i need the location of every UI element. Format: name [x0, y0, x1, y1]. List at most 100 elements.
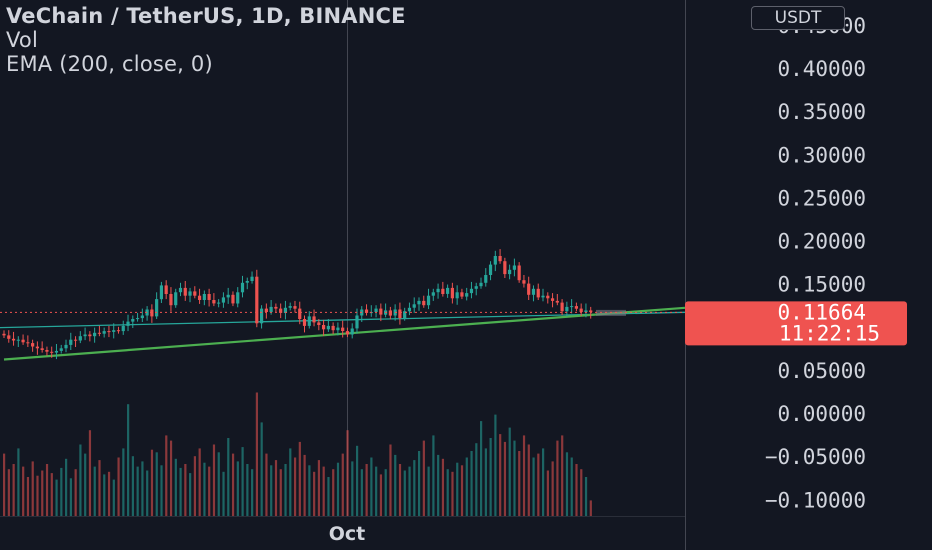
volume-bar — [112, 479, 115, 516]
volume-bar — [231, 453, 235, 516]
candle — [174, 288, 178, 308]
candle — [112, 323, 116, 339]
candle — [288, 302, 292, 311]
volume-bar — [55, 479, 58, 516]
last-price-tag-bg — [685, 301, 907, 346]
candle — [35, 341, 39, 355]
volume-bar — [98, 460, 101, 516]
volume-bar — [222, 471, 225, 516]
candle — [31, 339, 35, 352]
candle — [78, 331, 82, 344]
volume-bar — [284, 464, 287, 516]
candle — [484, 268, 488, 287]
trendline[interactable] — [3, 306, 686, 361]
volume-bar — [460, 465, 464, 516]
candle — [40, 341, 44, 353]
candle — [341, 320, 345, 338]
candle — [527, 276, 531, 300]
candle — [226, 287, 230, 304]
support-trendline[interactable] — [3, 306, 686, 361]
volume-bar — [341, 453, 344, 516]
candle — [350, 323, 354, 339]
candle — [193, 286, 197, 299]
candle — [217, 299, 221, 308]
volume-bar — [293, 457, 297, 516]
bar-countdown: 11:22:15 — [779, 321, 880, 345]
candle — [164, 280, 168, 300]
volume-bar — [50, 473, 53, 516]
volume-bar — [12, 464, 15, 516]
candle — [307, 311, 311, 329]
volume-bar — [470, 451, 473, 516]
candle — [236, 287, 240, 308]
volume-bar — [184, 464, 187, 516]
candle — [50, 346, 54, 358]
candle — [479, 277, 483, 289]
volume-bar — [246, 464, 249, 516]
candle — [374, 305, 378, 318]
candle — [16, 336, 20, 347]
volume-bar — [332, 469, 335, 516]
volume-bar — [365, 464, 368, 516]
volume-bar — [88, 430, 92, 516]
candle — [474, 282, 478, 296]
volume-bar — [403, 470, 406, 516]
candle — [45, 346, 49, 356]
volume-bar — [79, 444, 82, 516]
volume-bar — [127, 404, 130, 516]
volume-bar — [203, 462, 206, 516]
candle — [446, 284, 450, 298]
volume-bar — [74, 469, 77, 516]
volume-bar — [84, 453, 87, 516]
price-tick-label: 0.15000 — [777, 273, 866, 297]
candle — [498, 249, 502, 264]
volume-bar — [556, 440, 559, 516]
candle — [2, 330, 6, 338]
candle — [121, 320, 125, 335]
time-axis[interactable]: Oct — [329, 523, 366, 545]
price-tick-label: 0.25000 — [777, 186, 866, 210]
volume-bar — [513, 440, 516, 516]
volume-bar — [522, 435, 526, 516]
candle — [398, 302, 402, 325]
volume-bar — [451, 471, 454, 516]
volume-bar — [69, 478, 72, 516]
volume-bar — [565, 452, 569, 516]
volume-bar — [189, 473, 192, 516]
volume-bar — [236, 461, 239, 516]
volume-bar — [179, 467, 182, 516]
candle — [116, 326, 121, 334]
candle — [7, 330, 11, 343]
candle — [570, 299, 574, 314]
candle — [274, 303, 278, 313]
candle — [503, 257, 507, 278]
candle — [73, 336, 78, 347]
candle — [512, 258, 516, 277]
currency-button[interactable]: USDT — [751, 6, 845, 30]
volume-bar — [551, 461, 554, 516]
candle — [11, 331, 16, 346]
candle — [102, 327, 106, 338]
candle — [522, 275, 526, 288]
volume-bar — [31, 461, 34, 516]
candle — [508, 264, 512, 280]
candle — [145, 306, 149, 321]
volume-bar — [532, 457, 535, 516]
price-tick-label: 0.35000 — [777, 100, 866, 124]
candle — [317, 319, 321, 331]
volume-bar — [456, 462, 459, 516]
candle — [584, 303, 588, 318]
candle — [283, 300, 288, 320]
candle — [436, 283, 440, 299]
volume-bar — [346, 430, 349, 516]
volume-bar — [561, 435, 564, 516]
volume-bar — [255, 392, 259, 516]
candle — [178, 282, 183, 297]
candle — [298, 301, 302, 325]
candle — [488, 261, 493, 281]
volume-bar — [508, 427, 511, 516]
candle — [302, 315, 307, 333]
volume-bar — [379, 474, 383, 516]
